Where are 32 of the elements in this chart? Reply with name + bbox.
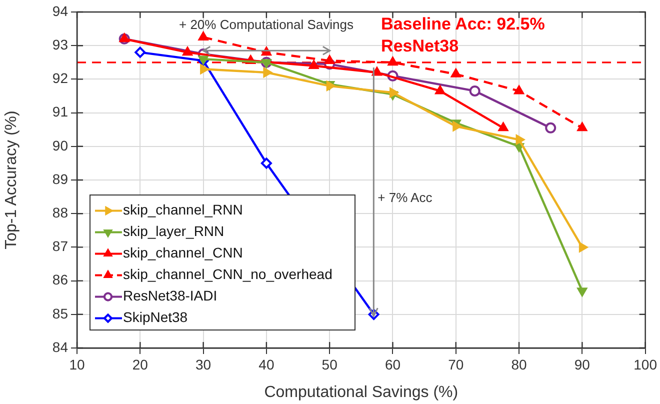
y-tick-label: 86	[52, 272, 68, 288]
y-tick-label: 92	[52, 70, 68, 86]
y-tick-label: 91	[52, 104, 68, 120]
y-tick-label: 87	[52, 238, 68, 254]
x-tick-label: 60	[384, 356, 401, 372]
legend-label: ResNet38-IADI	[123, 288, 218, 304]
x-tick-label: 40	[258, 356, 274, 372]
annotation: + 7% Acc	[378, 190, 433, 206]
x-tick-label: 70	[448, 356, 464, 372]
y-tick-label: 90	[52, 137, 68, 154]
x-tick-label: 10	[69, 356, 85, 372]
x-tick-label: 100	[634, 356, 658, 372]
y-axis-title: Top-1 Accuracy (%)	[3, 110, 20, 250]
x-tick-label: 80	[511, 356, 528, 372]
annotation: + 20% Computational Savings	[178, 17, 354, 32]
y-tick-label: 93	[52, 36, 68, 52]
legend-label: SkipNet38	[123, 309, 188, 326]
legend-label: skip_channel_CNN	[123, 244, 243, 261]
y-tick-label: 94	[52, 2, 68, 19]
legend-label: skip_channel_RNN	[123, 202, 243, 218]
y-tick-label: 84	[52, 338, 68, 355]
x-tick-label: 30	[196, 356, 212, 372]
x-axis-title: Computational Savings (%)	[264, 384, 458, 401]
ref-line-label: Baseline Acc: 92.5% ResNet38	[381, 14, 545, 56]
legend-label: skip_channel_CNN_no_overhead	[123, 266, 332, 282]
x-tick-label: 20	[132, 356, 148, 372]
y-tick-label: 85	[52, 305, 68, 322]
y-tick-label: 88	[52, 204, 68, 220]
y-tick-label: 89	[52, 170, 68, 187]
legend-label: skip_layer_RNN	[123, 223, 224, 240]
x-tick-label: 50	[322, 356, 338, 372]
x-tick-label: 90	[574, 356, 590, 372]
